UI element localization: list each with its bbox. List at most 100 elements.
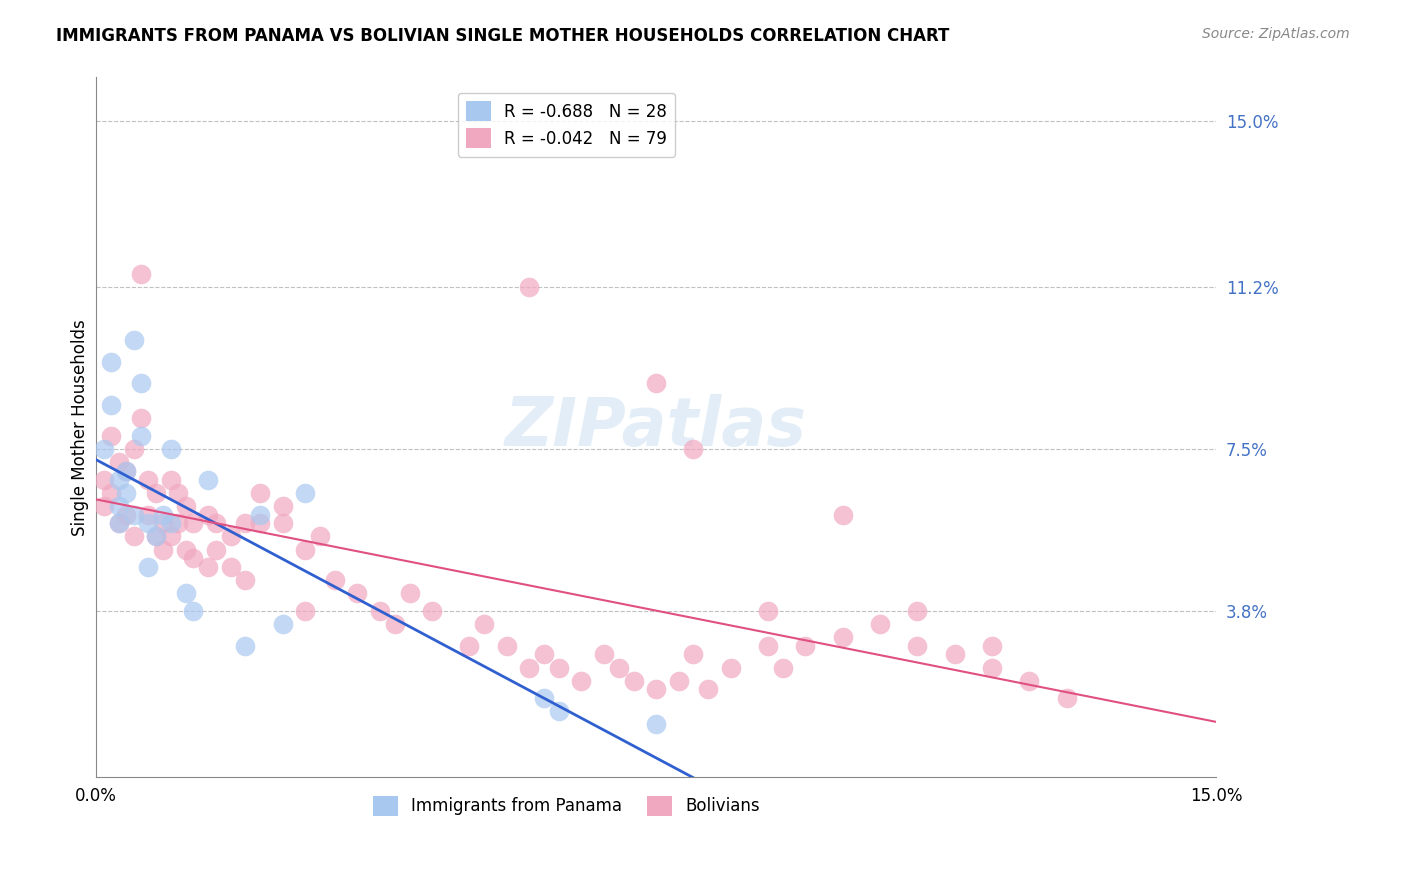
Point bbox=[533, 691, 555, 706]
Point bbox=[160, 473, 183, 487]
Point bbox=[831, 630, 853, 644]
Point bbox=[204, 516, 226, 531]
Legend: Immigrants from Panama, Bolivians: Immigrants from Panama, Bolivians bbox=[364, 788, 769, 824]
Point bbox=[122, 333, 145, 347]
Point bbox=[368, 604, 391, 618]
Point bbox=[294, 542, 316, 557]
Point bbox=[548, 660, 571, 674]
Point bbox=[294, 485, 316, 500]
Point bbox=[668, 673, 690, 688]
Point bbox=[1018, 673, 1040, 688]
Point bbox=[152, 516, 174, 531]
Point bbox=[517, 660, 540, 674]
Point bbox=[100, 429, 122, 443]
Point bbox=[174, 499, 197, 513]
Point bbox=[107, 516, 129, 531]
Point bbox=[249, 485, 271, 500]
Point bbox=[235, 639, 257, 653]
Point bbox=[907, 639, 929, 653]
Point bbox=[720, 660, 742, 674]
Point bbox=[174, 542, 197, 557]
Point bbox=[167, 516, 190, 531]
Point bbox=[100, 485, 122, 500]
Point bbox=[346, 586, 368, 600]
Point bbox=[138, 560, 160, 574]
Point bbox=[533, 648, 555, 662]
Point bbox=[181, 516, 204, 531]
Point bbox=[756, 639, 779, 653]
Point bbox=[93, 442, 115, 456]
Y-axis label: Single Mother Households: Single Mother Households bbox=[72, 318, 89, 535]
Point bbox=[645, 376, 668, 391]
Point bbox=[981, 660, 1004, 674]
Point bbox=[794, 639, 817, 653]
Point bbox=[495, 639, 517, 653]
Point bbox=[181, 604, 204, 618]
Point bbox=[323, 573, 346, 587]
Point bbox=[122, 442, 145, 456]
Point bbox=[129, 429, 152, 443]
Point bbox=[122, 508, 145, 522]
Point bbox=[645, 682, 668, 697]
Point bbox=[831, 508, 853, 522]
Point bbox=[107, 499, 129, 513]
Point bbox=[197, 473, 219, 487]
Point bbox=[197, 560, 219, 574]
Point bbox=[474, 616, 496, 631]
Point bbox=[93, 499, 115, 513]
Point bbox=[271, 516, 294, 531]
Point bbox=[204, 542, 226, 557]
Text: Source: ZipAtlas.com: Source: ZipAtlas.com bbox=[1202, 27, 1350, 41]
Point bbox=[249, 508, 271, 522]
Point bbox=[174, 586, 197, 600]
Point bbox=[420, 604, 443, 618]
Point bbox=[145, 529, 167, 543]
Point bbox=[107, 455, 129, 469]
Point bbox=[309, 529, 332, 543]
Point bbox=[167, 485, 190, 500]
Point bbox=[398, 586, 420, 600]
Point bbox=[100, 398, 122, 412]
Point bbox=[160, 516, 183, 531]
Point bbox=[592, 648, 614, 662]
Point bbox=[152, 508, 174, 522]
Point bbox=[129, 267, 152, 281]
Point bbox=[271, 499, 294, 513]
Point bbox=[756, 604, 779, 618]
Point bbox=[235, 573, 257, 587]
Point bbox=[943, 648, 966, 662]
Point bbox=[107, 516, 129, 531]
Point bbox=[145, 485, 167, 500]
Point bbox=[145, 529, 167, 543]
Point bbox=[115, 464, 138, 478]
Point bbox=[235, 516, 257, 531]
Point bbox=[548, 704, 571, 718]
Point bbox=[107, 473, 129, 487]
Point bbox=[115, 508, 138, 522]
Point bbox=[607, 660, 630, 674]
Point bbox=[197, 508, 219, 522]
Point bbox=[294, 604, 316, 618]
Point bbox=[138, 473, 160, 487]
Point bbox=[1056, 691, 1078, 706]
Point bbox=[219, 560, 242, 574]
Point bbox=[115, 485, 138, 500]
Point bbox=[682, 442, 704, 456]
Text: ZIPatlas: ZIPatlas bbox=[505, 394, 807, 460]
Point bbox=[869, 616, 891, 631]
Point bbox=[138, 508, 160, 522]
Point bbox=[93, 473, 115, 487]
Point bbox=[219, 529, 242, 543]
Point bbox=[160, 529, 183, 543]
Point bbox=[623, 673, 645, 688]
Point bbox=[271, 616, 294, 631]
Point bbox=[907, 604, 929, 618]
Point bbox=[571, 673, 593, 688]
Point bbox=[115, 464, 138, 478]
Point bbox=[138, 516, 160, 531]
Point bbox=[458, 639, 481, 653]
Point bbox=[122, 529, 145, 543]
Point bbox=[772, 660, 794, 674]
Point bbox=[100, 354, 122, 368]
Point bbox=[981, 639, 1004, 653]
